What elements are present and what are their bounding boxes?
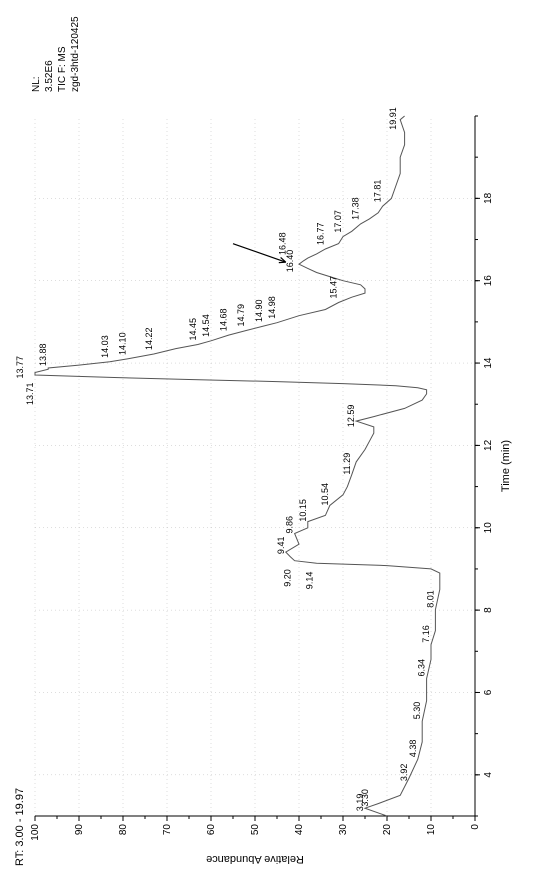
svg-text:10.15: 10.15 xyxy=(298,499,308,522)
svg-text:10: 10 xyxy=(426,824,437,836)
svg-text:8.01: 8.01 xyxy=(425,590,435,608)
svg-text:50: 50 xyxy=(250,824,261,836)
svg-text:17.07: 17.07 xyxy=(333,210,343,233)
svg-text:17.38: 17.38 xyxy=(351,197,361,220)
svg-text:Time (min): Time (min) xyxy=(500,440,512,492)
svg-text:100: 100 xyxy=(30,824,41,841)
svg-text:13.88: 13.88 xyxy=(38,343,48,366)
svg-text:16.48: 16.48 xyxy=(277,232,287,255)
svg-text:14.22: 14.22 xyxy=(144,327,154,350)
svg-text:9.86: 9.86 xyxy=(285,516,295,534)
plot-svg: 0 10 20 30 40 50 60 70 80 90 100 4 6 8 10 12 14 16 18 Time … xyxy=(0,0,536,896)
chromatogram-chart: RT: 3.00 - 19.97 NL: 3.52E6 TIC F: MS zg… xyxy=(0,360,536,896)
svg-text:30: 30 xyxy=(338,824,349,836)
svg-text:14.79: 14.79 xyxy=(236,304,246,327)
svg-text:6.34: 6.34 xyxy=(417,659,427,677)
svg-text:14.90: 14.90 xyxy=(254,299,264,322)
svg-text:5.30: 5.30 xyxy=(412,702,422,720)
svg-text:0: 0 xyxy=(470,824,481,830)
svg-text:9.14: 9.14 xyxy=(305,572,315,590)
svg-text:9.20: 9.20 xyxy=(283,569,293,587)
svg-text:15.47: 15.47 xyxy=(329,276,339,299)
svg-text:6: 6 xyxy=(483,689,494,695)
svg-text:14.03: 14.03 xyxy=(100,335,110,358)
svg-text:9.41: 9.41 xyxy=(276,537,286,555)
svg-text:3.92: 3.92 xyxy=(399,764,409,782)
svg-text:90: 90 xyxy=(74,824,85,836)
svg-text:11.29: 11.29 xyxy=(342,453,352,475)
svg-text:16: 16 xyxy=(483,275,494,287)
svg-text:14.45: 14.45 xyxy=(188,318,198,341)
svg-text:70: 70 xyxy=(162,824,173,836)
svg-text:40: 40 xyxy=(294,824,305,836)
svg-text:14.54: 14.54 xyxy=(201,314,211,337)
svg-text:16.77: 16.77 xyxy=(315,222,325,245)
svg-text:19.91: 19.91 xyxy=(388,107,398,130)
svg-text:8: 8 xyxy=(483,607,494,613)
svg-text:12.59: 12.59 xyxy=(346,405,356,428)
svg-text:7.16: 7.16 xyxy=(421,625,431,643)
svg-text:10: 10 xyxy=(483,522,494,534)
svg-text:3.30: 3.30 xyxy=(360,789,370,807)
svg-text:20: 20 xyxy=(382,824,393,836)
svg-text:80: 80 xyxy=(118,824,129,836)
svg-text:60: 60 xyxy=(206,824,217,836)
svg-text:Relative Abundance: Relative Abundance xyxy=(206,853,304,865)
svg-text:13.71: 13.71 xyxy=(25,382,35,405)
svg-text:4.38: 4.38 xyxy=(408,740,418,758)
svg-text:4: 4 xyxy=(483,772,494,778)
svg-text:10.54: 10.54 xyxy=(320,483,330,506)
svg-text:14.10: 14.10 xyxy=(117,332,127,355)
svg-text:14.98: 14.98 xyxy=(267,296,277,319)
svg-text:18: 18 xyxy=(483,192,494,204)
svg-text:17.81: 17.81 xyxy=(373,180,383,203)
svg-text:13.77: 13.77 xyxy=(15,356,25,379)
svg-text:14: 14 xyxy=(483,357,494,369)
svg-text:12: 12 xyxy=(483,439,494,451)
svg-text:14.68: 14.68 xyxy=(219,309,229,332)
